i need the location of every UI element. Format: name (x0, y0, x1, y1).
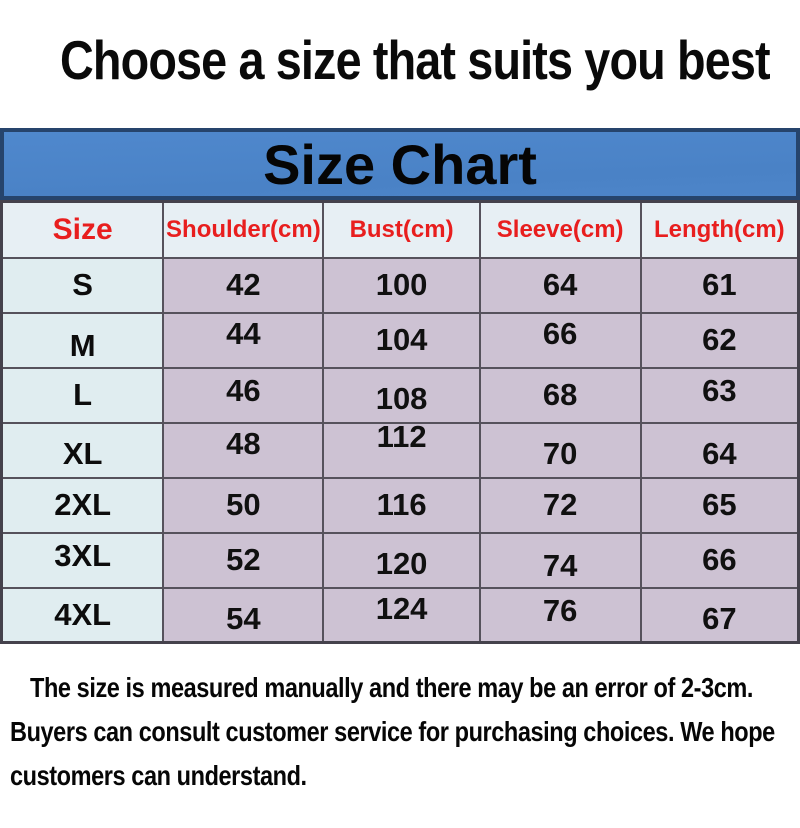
value-cell: 52 (162, 531, 325, 589)
value-cell: 42 (162, 256, 325, 314)
column-header-shoulder: Shoulder(cm) (162, 200, 325, 259)
value-cell: 61 (639, 256, 800, 314)
value-cell: 67 (639, 586, 800, 644)
size-cell: 4XL (0, 586, 165, 644)
size-cell: 3XL (0, 531, 165, 589)
column-header-length: Length(cm) (639, 200, 800, 259)
value-cell: 72 (478, 476, 642, 534)
value-cell: 46 (162, 366, 325, 424)
value-cell: 116 (322, 476, 481, 534)
value-cell: 50 (162, 476, 325, 534)
disclaimer-line: customers can understand. (10, 760, 307, 791)
table-row-s: S 42 100 64 61 (0, 256, 800, 314)
column-header-sleeve: Sleeve(cm) (478, 200, 642, 259)
size-chart-table-header: Size Shoulder(cm) Bust(cm) Sleeve(cm) Le… (0, 200, 800, 259)
size-guide-page: Choose a size that suits you best Size C… (0, 28, 800, 828)
disclaimer-line: The size is measured manually and there … (30, 672, 754, 703)
value-cell: 54 (162, 586, 325, 644)
value-cell: 68 (478, 366, 642, 424)
table-row-4xl: 4XL 54 124 76 67 (0, 586, 800, 644)
value-cell: 64 (639, 421, 800, 479)
table-row-m: M 44 104 66 62 (0, 311, 800, 369)
value-cell: 76 (478, 586, 642, 644)
header-row: Size Shoulder(cm) Bust(cm) Sleeve(cm) Le… (0, 200, 800, 259)
value-cell: 74 (478, 531, 642, 589)
table-row-2xl: 2XL 50 116 72 65 (0, 476, 800, 534)
value-cell: 62 (639, 311, 800, 369)
value-cell: 65 (639, 476, 800, 534)
column-header-bust: Bust(cm) (322, 200, 481, 259)
value-cell: 44 (162, 311, 325, 369)
value-cell: 63 (639, 366, 800, 424)
table-row-l: L 46 108 68 63 (0, 366, 800, 424)
table-row-3xl: 3XL 52 120 74 66 (0, 531, 800, 589)
size-cell: L (0, 366, 165, 424)
value-cell: 100 (322, 256, 481, 314)
measurement-disclaimer: The size is measured manually and there … (10, 666, 790, 798)
disclaimer-line: Buyers can consult customer service for … (10, 716, 775, 747)
value-cell: 48 (162, 421, 325, 479)
size-cell: S (0, 256, 165, 314)
column-header-size: Size (0, 200, 165, 259)
size-cell: XL (0, 421, 165, 479)
value-cell: 70 (478, 421, 642, 479)
size-chart-table-body: S 42 100 64 61 M 44 104 66 62 L 46 108 6… (0, 256, 800, 644)
value-cell: 124 (322, 586, 481, 644)
size-chart-banner: Size Chart (0, 128, 800, 200)
value-cell: 120 (322, 531, 481, 589)
value-cell: 104 (322, 311, 481, 369)
value-cell: 66 (639, 531, 800, 589)
table-row-xl: XL 48 112 70 64 (0, 421, 800, 479)
value-cell: 112 (322, 421, 481, 479)
page-title: Choose a size that suits you best (60, 29, 771, 91)
size-chart-banner-title: Size Chart (263, 132, 537, 196)
value-cell: 66 (478, 311, 642, 369)
size-cell: 2XL (0, 476, 165, 534)
size-cell: M (0, 311, 165, 369)
value-cell: 64 (478, 256, 642, 314)
size-chart-table: Size Shoulder(cm) Bust(cm) Sleeve(cm) Le… (0, 200, 800, 644)
value-cell: 108 (322, 366, 481, 424)
